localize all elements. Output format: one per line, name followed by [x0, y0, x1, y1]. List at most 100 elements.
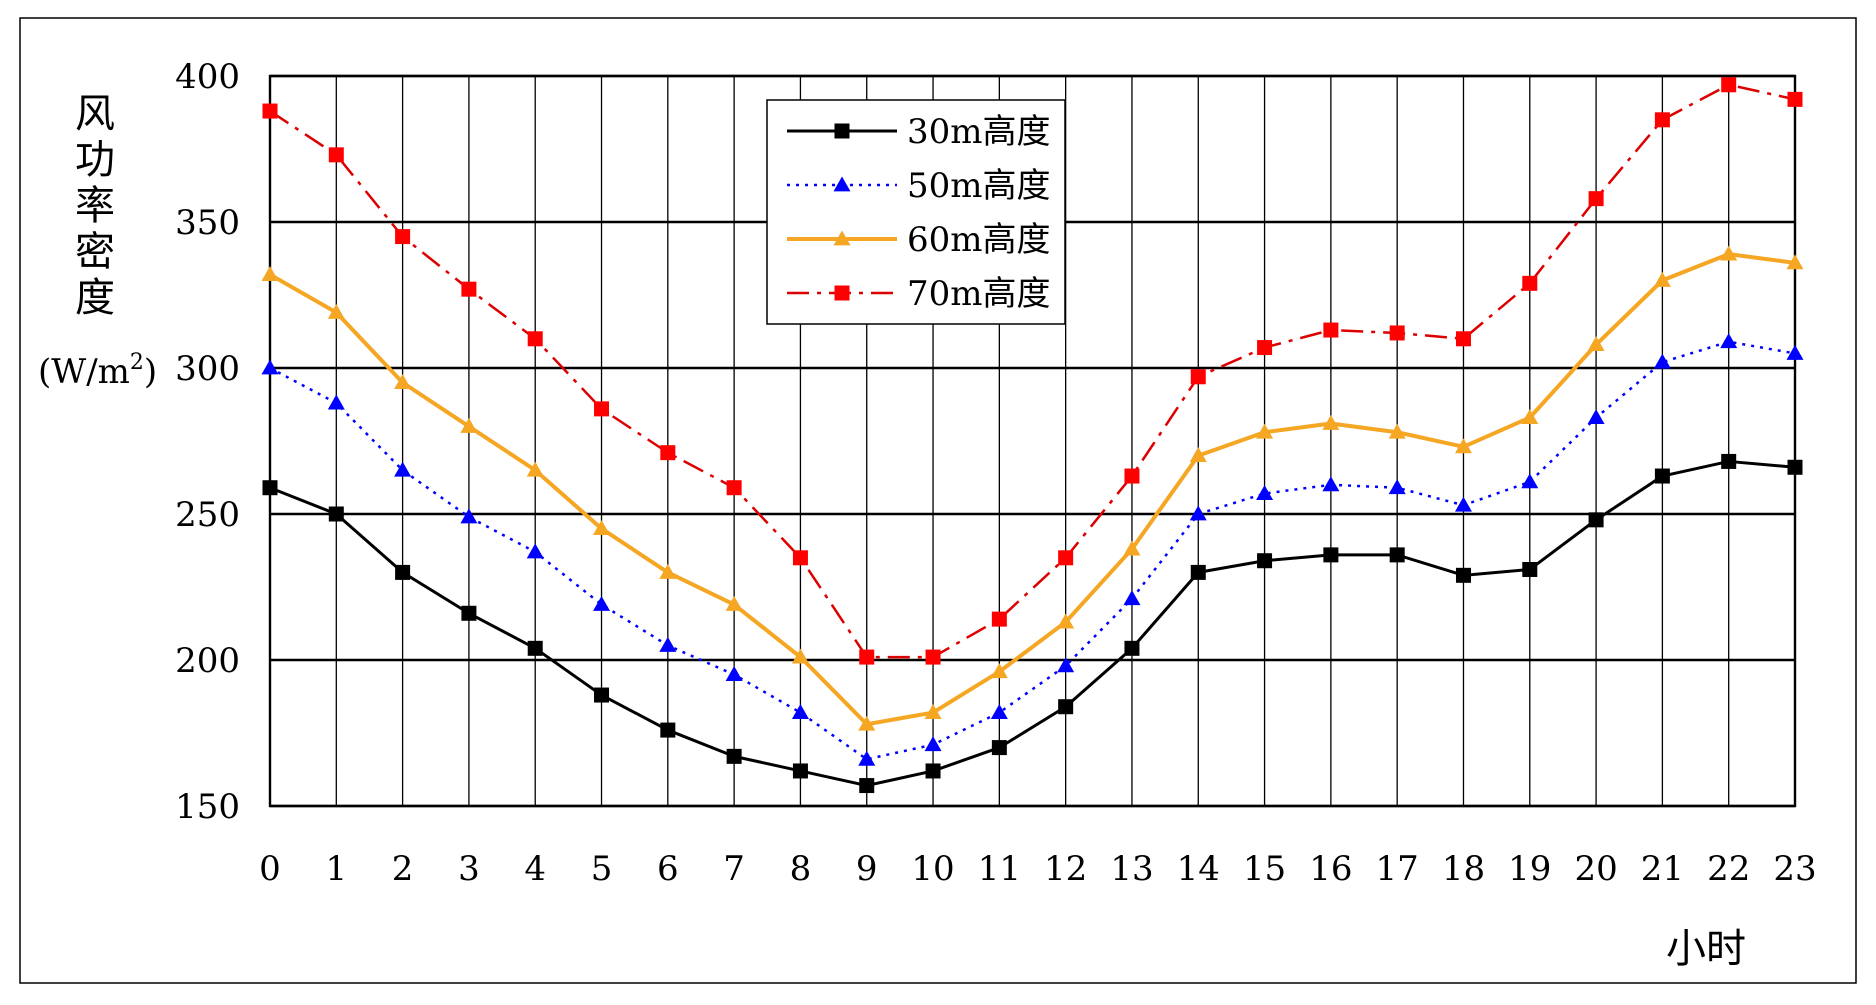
data-point: [594, 687, 610, 703]
data-point: [1123, 540, 1141, 556]
data-point: [991, 740, 1007, 756]
data-point: [1322, 414, 1340, 430]
data-point: [792, 763, 808, 779]
data-point: [1190, 564, 1206, 580]
y-axis-label-char: 密: [75, 229, 115, 275]
series-3: [261, 245, 1804, 731]
series-line: [269, 459, 1796, 788]
data-point: [1256, 423, 1274, 439]
figure-border: [19, 17, 1857, 984]
y-tick-label: 200: [175, 641, 240, 681]
series-2: [261, 333, 1804, 766]
data-point: [395, 564, 411, 580]
y-axis-label-char: 度: [75, 275, 115, 321]
x-tick-label: 22: [1707, 849, 1750, 889]
data-point: [1454, 496, 1472, 512]
legend-entry: 30m高度: [787, 112, 1051, 152]
legend-box: [766, 99, 1066, 325]
data-point: [1124, 640, 1140, 656]
data-point: [859, 649, 875, 665]
series-4: [262, 77, 1803, 665]
x-tick-labels: 0 1 2 3 4 5 6 7 8 9 10 11 12 13 14 15 16 17 18 19 20 21 22 23: [259, 849, 1816, 889]
data-point: [1322, 476, 1340, 492]
data-point: [1653, 353, 1671, 369]
x-tick-label: 6: [657, 849, 679, 889]
data-point: [593, 595, 611, 611]
data-point: [327, 394, 345, 410]
legend-label: 60m高度: [907, 220, 1051, 260]
y-axis-unit-superscript: 2: [130, 350, 144, 375]
data-point: [1720, 245, 1738, 261]
data-point: [1786, 344, 1804, 360]
legend-entry: 70m高度: [787, 274, 1051, 314]
data-point: [1587, 409, 1605, 425]
legend-label: 50m高度: [907, 166, 1051, 206]
x-tick-label: 21: [1641, 849, 1684, 889]
y-tick-label: 400: [175, 57, 240, 97]
data-point: [1389, 325, 1405, 341]
data-point: [1323, 322, 1339, 338]
data-point: [1721, 77, 1737, 93]
data-point: [460, 417, 478, 433]
series-1: [262, 453, 1803, 794]
data-point: [261, 359, 279, 375]
legend-marker: [833, 176, 851, 192]
legend-entry: 50m高度: [787, 166, 1051, 206]
legend-marker: [834, 285, 850, 301]
x-tick-label: 15: [1243, 849, 1286, 889]
y-axis-label-char: 风: [75, 91, 115, 137]
data-point: [791, 648, 809, 664]
legend-label: 70m高度: [907, 274, 1051, 314]
x-tick-label: 18: [1442, 849, 1485, 889]
y-axis-unit-label: (W/m2): [38, 350, 157, 392]
data-point: [593, 520, 611, 536]
data-point: [1521, 409, 1539, 425]
data-point: [1786, 254, 1804, 270]
data-point: [1323, 547, 1339, 563]
data-point: [990, 704, 1008, 719]
x-tick-label: 12: [1044, 849, 1087, 889]
data-point: [858, 715, 876, 731]
data-point: [990, 663, 1008, 679]
data-point: [328, 506, 344, 522]
data-point: [1257, 340, 1273, 356]
x-tick-label: 0: [259, 849, 281, 889]
series-line: [269, 83, 1796, 659]
data-point: [1123, 590, 1141, 606]
legend-marker: [833, 230, 851, 246]
data-point: [395, 229, 411, 245]
data-point: [328, 147, 344, 163]
y-axis-label-char: 功: [75, 137, 115, 183]
data-point: [660, 722, 676, 738]
x-tick-label: 8: [790, 849, 812, 889]
data-point: [924, 704, 942, 719]
data-point: [1787, 459, 1803, 475]
x-tick-label: 3: [458, 849, 480, 889]
series-line: [269, 340, 1796, 761]
data-point: [460, 508, 478, 524]
x-tick-label: 11: [978, 849, 1021, 889]
x-tick-label: 14: [1177, 849, 1220, 889]
data-point: [261, 266, 279, 281]
y-tick-labels: 150 200 250 300 350 400: [175, 57, 240, 827]
data-point: [660, 445, 676, 461]
data-point: [925, 649, 941, 665]
legend-entry: 60m高度: [787, 220, 1051, 260]
data-point: [924, 736, 942, 752]
data-point: [1058, 550, 1074, 566]
legend-marker: [834, 123, 850, 139]
data-point: [1654, 112, 1670, 128]
data-point: [1455, 567, 1471, 583]
data-point: [461, 605, 477, 621]
data-point: [1454, 438, 1472, 454]
data-point: [659, 563, 677, 579]
data-point: [394, 374, 412, 390]
data-point: [1257, 553, 1273, 569]
data-point: [1588, 191, 1604, 207]
data-point: [925, 763, 941, 779]
x-tick-label: 4: [524, 849, 546, 889]
data-point: [1388, 479, 1406, 495]
data-point: [792, 550, 808, 566]
y-tick-label: 150: [175, 787, 240, 827]
